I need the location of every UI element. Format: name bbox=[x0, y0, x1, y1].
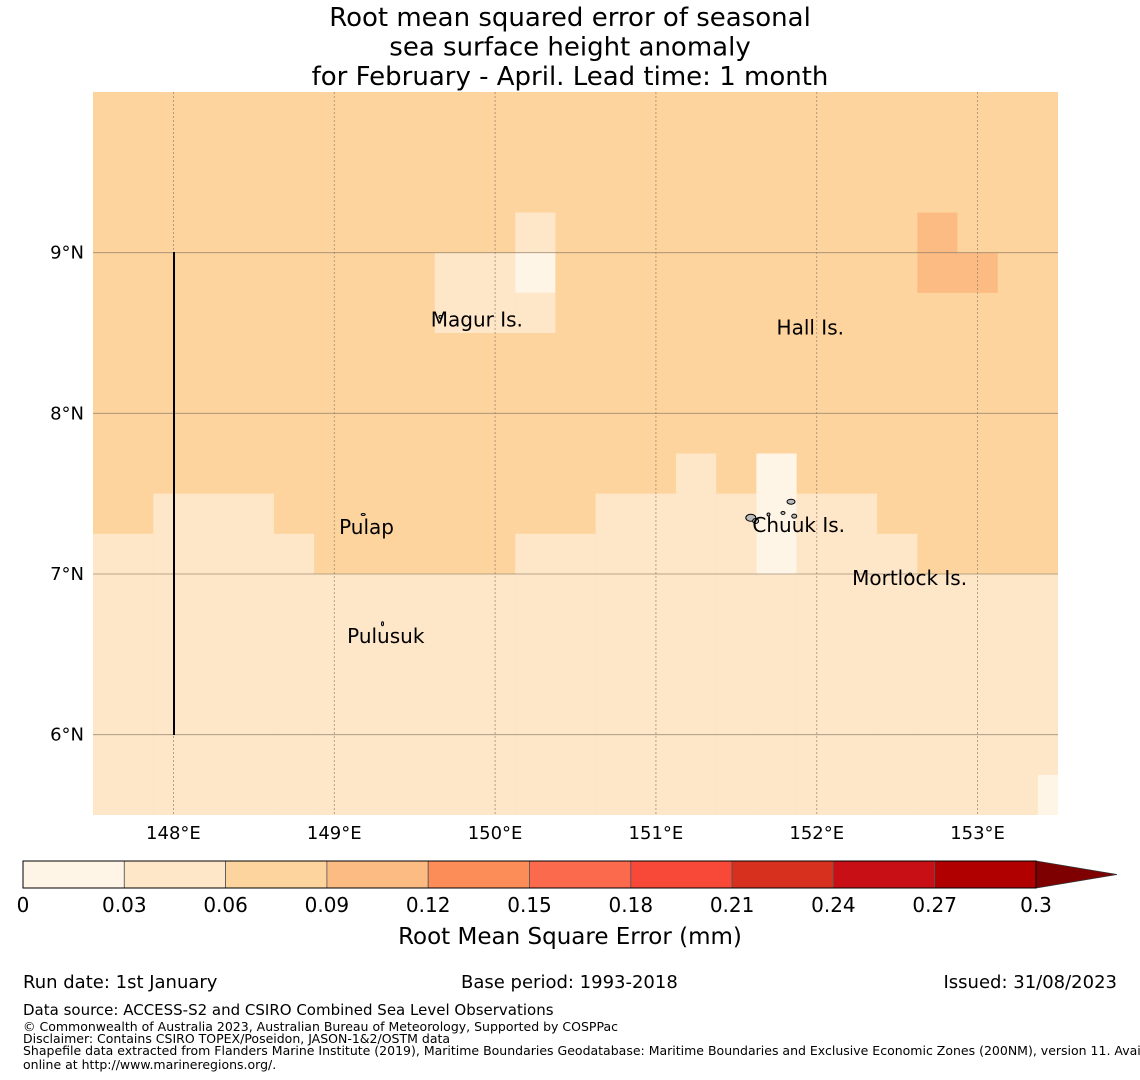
disclaimer: Disclaimer: Contains CSIRO TOPEX/Poseido… bbox=[23, 1031, 451, 1046]
x-tick-label: 150°E bbox=[468, 823, 523, 844]
base-period: Base period: 1993-2018 bbox=[461, 972, 678, 993]
colorbar-segment bbox=[529, 860, 632, 889]
heatmap-cell bbox=[676, 453, 717, 815]
colorbar-segment bbox=[326, 860, 429, 889]
heatmap-cell bbox=[1037, 774, 1058, 815]
island-shape bbox=[791, 513, 798, 519]
shapefile-credit-url: online at http://www.marineregions.org/. bbox=[23, 1057, 277, 1072]
colorbar-tick-label: 0.03 bbox=[102, 893, 147, 917]
place-label: Mortlock Is. bbox=[852, 566, 967, 590]
y-tick-label: 6°N bbox=[50, 725, 84, 746]
colorbar-segment bbox=[22, 860, 125, 889]
colorbar-segment bbox=[427, 860, 530, 889]
colorbar-segment bbox=[630, 860, 733, 889]
x-tick-label: 153°E bbox=[950, 823, 1005, 844]
heatmap-cell bbox=[314, 574, 516, 815]
heatmap-cell bbox=[515, 212, 556, 253]
heatmap-cell bbox=[153, 493, 274, 815]
island-shape bbox=[908, 572, 913, 576]
colorbar-tick-label: 0.09 bbox=[305, 893, 350, 917]
heatmap-cell bbox=[515, 292, 556, 333]
colorbar-tick-label: 0.27 bbox=[912, 893, 957, 917]
place-label: Hall Is. bbox=[777, 316, 844, 340]
heatmap-cell bbox=[273, 533, 315, 815]
copyright: © Commonwealth of Australia 2023, Austra… bbox=[23, 1019, 618, 1034]
title-line: for February - April. Lead time: 1 month bbox=[312, 62, 829, 92]
place-labels: Magur Is. Hall Is. Pulap Chuuk Is. Mortlock … bbox=[339, 308, 967, 649]
title-line: Root mean squared error of seasonal bbox=[329, 3, 811, 33]
colorbar-tick-label: 0.3 bbox=[1020, 893, 1052, 917]
colorbar-segment bbox=[123, 860, 227, 889]
island-shape bbox=[438, 314, 443, 319]
x-tick-label: 151°E bbox=[629, 823, 684, 844]
colorbar-tick-label: 0.12 bbox=[406, 893, 451, 917]
heatmap-cell bbox=[515, 252, 556, 293]
heatmap-cell bbox=[595, 493, 677, 815]
issued-date: Issued: 31/08/2023 bbox=[943, 972, 1117, 993]
colorbar-frame bbox=[22, 860, 1037, 889]
heatmap-cell bbox=[796, 493, 878, 815]
heatmap-cell bbox=[756, 453, 797, 574]
heatmap-cell bbox=[515, 533, 596, 815]
colorbar: 0 0.03 0.06 0.09 0.12 0.15 0.18 0.21 0.24 0.27 0.3… bbox=[17, 860, 1118, 950]
colorbar-tick-label: 0.21 bbox=[710, 893, 755, 917]
colorbar-segment bbox=[833, 860, 936, 889]
island-shape bbox=[786, 498, 796, 505]
heatmap-cell bbox=[716, 493, 757, 815]
heatmap-cell bbox=[917, 574, 1058, 815]
run-date: Run date: 1st January bbox=[23, 972, 218, 993]
heatmap-cell bbox=[434, 252, 516, 333]
x-tick-label: 152°E bbox=[789, 823, 844, 844]
island-outlines bbox=[360, 314, 913, 627]
map-area bbox=[93, 92, 1058, 815]
island-shape bbox=[381, 621, 384, 627]
shapefile-credit: Shapefile data extracted from Flanders M… bbox=[23, 1043, 1140, 1058]
colorbar-tick-label: 0.24 bbox=[811, 893, 856, 917]
colorbar-label: Root Mean Square Error (mm) bbox=[398, 924, 742, 950]
colorbar-tick-label: 0 bbox=[17, 893, 30, 917]
x-tick-label: 149°E bbox=[307, 823, 362, 844]
place-label: Magur Is. bbox=[431, 308, 523, 332]
heatmap-cell bbox=[756, 574, 797, 815]
island-shape bbox=[766, 512, 771, 517]
colorbar-tick-label: 0.06 bbox=[203, 893, 248, 917]
colorbar-extend-arrow bbox=[1035, 860, 1118, 889]
island-shape bbox=[752, 517, 760, 524]
title-line: sea surface height anomaly bbox=[389, 33, 750, 63]
place-label: Pulap bbox=[339, 515, 394, 539]
island-shape bbox=[780, 510, 786, 515]
place-label: Pulusuk bbox=[347, 624, 425, 648]
colorbar-segment bbox=[731, 860, 834, 889]
y-tick-label: 9°N bbox=[50, 243, 84, 264]
heatmap-cell bbox=[877, 533, 918, 815]
y-axis-ticks: 6°N 7°N 8°N 9°N bbox=[50, 243, 84, 746]
colorbar-segment bbox=[225, 860, 328, 889]
x-axis-ticks: 148°E 149°E 150°E 151°E 152°E 153°E bbox=[146, 823, 1005, 844]
colorbar-tick-label: 0.18 bbox=[609, 893, 654, 917]
data-source: Data source: ACCESS-S2 and CSIRO Combine… bbox=[23, 1001, 554, 1019]
heatmap-cell bbox=[93, 533, 154, 815]
colorbar-segment bbox=[934, 860, 1037, 889]
y-tick-label: 8°N bbox=[50, 403, 84, 424]
x-tick-label: 148°E bbox=[146, 823, 201, 844]
island-shape bbox=[360, 513, 366, 517]
y-tick-label: 7°N bbox=[50, 564, 84, 585]
place-label: Chuuk Is. bbox=[752, 513, 845, 537]
colorbar-tick-label: 0.15 bbox=[507, 893, 552, 917]
